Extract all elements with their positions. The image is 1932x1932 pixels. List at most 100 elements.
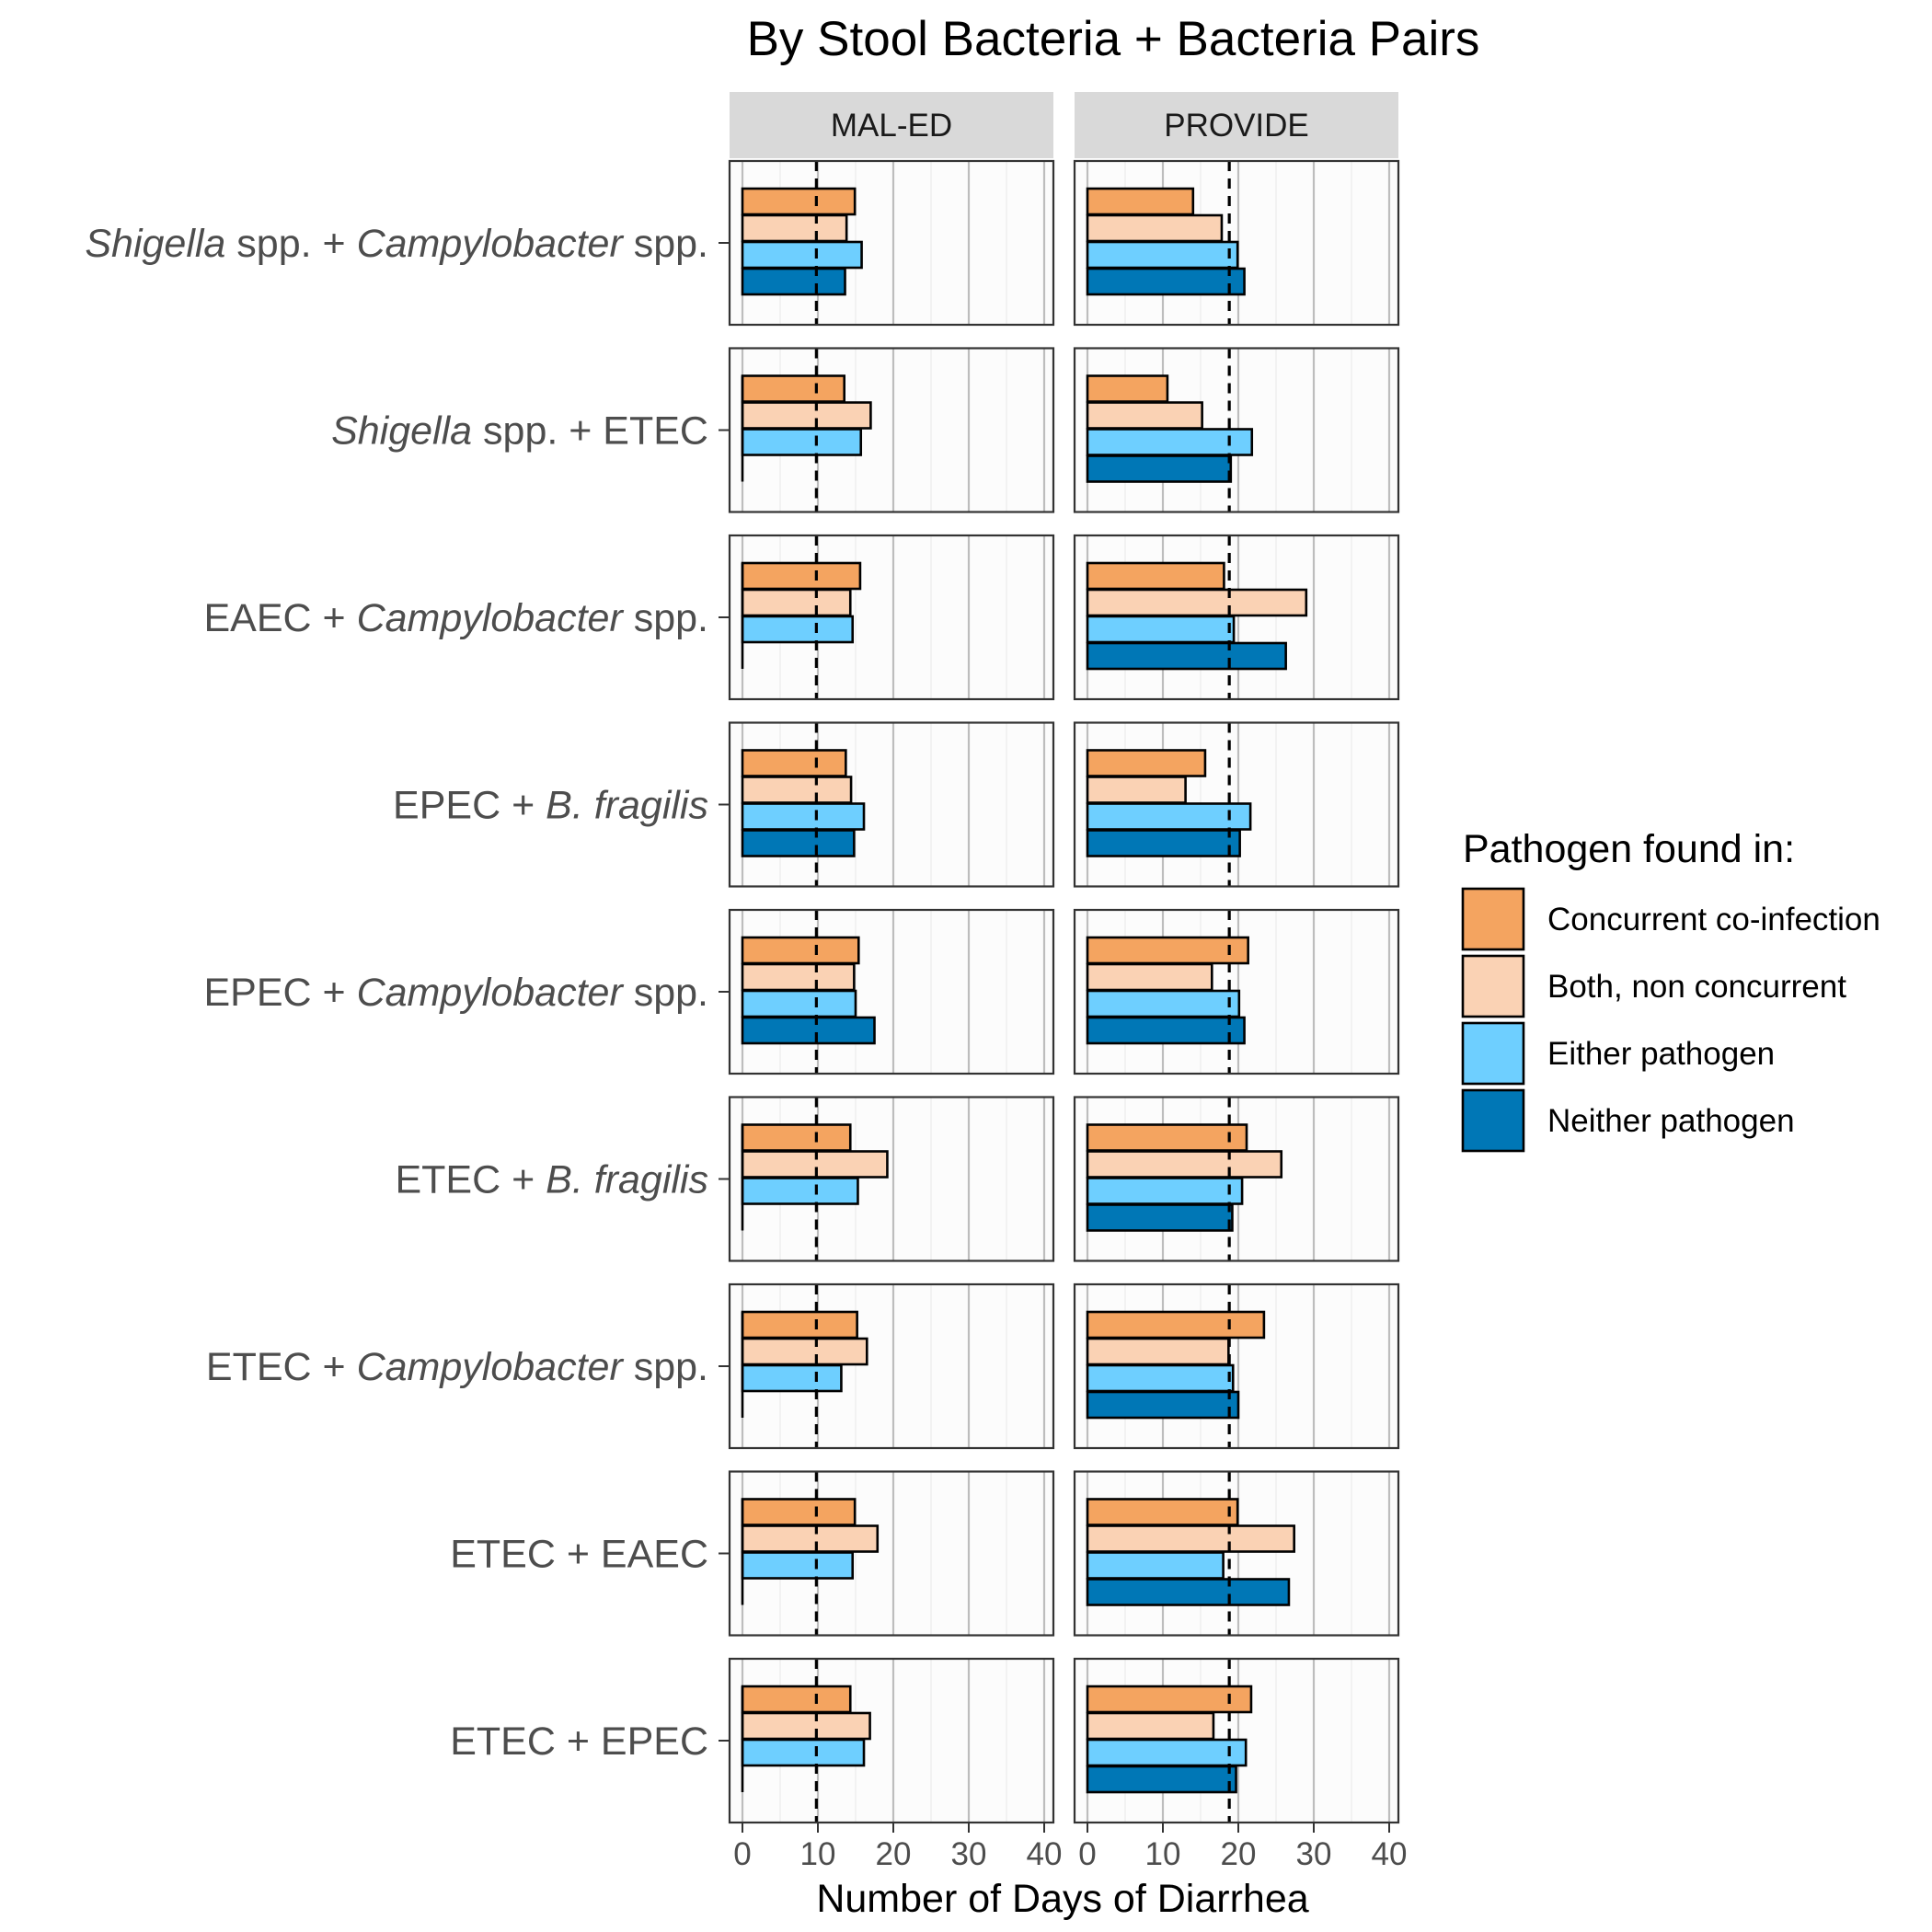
- bar: [741, 936, 860, 965]
- bar: [741, 1016, 876, 1045]
- panel-border: [728, 1282, 1055, 1450]
- bar: [741, 1711, 871, 1741]
- panel-border: [728, 1096, 1055, 1262]
- bar: [1086, 401, 1203, 430]
- bar: [741, 1498, 857, 1526]
- bar: [741, 962, 856, 992]
- legend: Concurrent co-infection Both, non concurr…: [1461, 887, 1880, 1153]
- bar: [741, 1177, 859, 1205]
- bar: [741, 1310, 858, 1340]
- x-tick-label: 30: [1296, 1836, 1332, 1872]
- bar: [741, 374, 845, 403]
- legend-label: Either pathogen: [1547, 1036, 1775, 1072]
- row-label: Shigella spp. + ETEC: [331, 409, 708, 454]
- x-tick-label: 30: [951, 1836, 987, 1872]
- bar: [741, 1738, 866, 1767]
- legend-key: [1461, 887, 1525, 951]
- bar: [741, 401, 872, 430]
- bar: [741, 829, 856, 857]
- bar: [1086, 454, 1233, 483]
- panel-border: [1073, 908, 1400, 1075]
- panel-border: [1073, 1096, 1400, 1262]
- bar: [1086, 1363, 1235, 1393]
- bar: [1086, 1016, 1246, 1045]
- panel-border: [1073, 1657, 1400, 1824]
- x-tick-label: 0: [733, 1836, 751, 1872]
- bar: [1086, 374, 1169, 403]
- chart-title: By Stool Bacteria + Bacteria Pairs: [747, 12, 1480, 66]
- bar: [741, 615, 855, 644]
- bar: [1086, 1177, 1244, 1205]
- bar: [1086, 641, 1287, 671]
- facet-panels: MAL-ED PROVIDE Shigella spp. + Campylobact…: [85, 92, 1407, 1872]
- bar: [741, 1551, 855, 1580]
- panel-border: [728, 1657, 1055, 1824]
- bar: [1086, 428, 1254, 456]
- legend-label: Both, non concurrent: [1547, 969, 1846, 1005]
- bar: [1086, 615, 1236, 644]
- bar: [1086, 1578, 1291, 1606]
- panel-border: [1073, 1470, 1400, 1637]
- x-tick-label: 20: [1221, 1836, 1257, 1872]
- bar: [1086, 187, 1195, 216]
- bar: [741, 561, 862, 591]
- bar: [741, 428, 863, 456]
- bar: [1086, 240, 1239, 270]
- bar: [741, 240, 863, 270]
- row-label: EAEC + Campylobacter spp.: [203, 596, 708, 640]
- bar: [1086, 1390, 1240, 1420]
- bar: [741, 1685, 852, 1714]
- panel-border: [1073, 347, 1400, 513]
- bar: [1086, 1738, 1248, 1767]
- bar: [741, 187, 857, 216]
- bar: [741, 1150, 889, 1179]
- row-label: EPEC + Campylobacter spp.: [203, 971, 708, 1015]
- bar: [741, 776, 853, 804]
- bar: [741, 1337, 868, 1366]
- bar: [1086, 776, 1187, 804]
- bar: [1086, 1203, 1234, 1232]
- panel-border: [1073, 1282, 1400, 1450]
- panel-border: [728, 1470, 1055, 1637]
- bar: [741, 749, 847, 777]
- legend-key: [1461, 1021, 1525, 1086]
- bar: [1086, 213, 1224, 243]
- bar: [1086, 802, 1252, 831]
- bar: [1086, 1150, 1283, 1179]
- row-label: ETEC + Campylobacter spp.: [206, 1345, 708, 1389]
- bar: [1086, 1524, 1295, 1553]
- bar: [1086, 561, 1225, 591]
- x-tick-label: 10: [1145, 1836, 1181, 1872]
- panel-border: [1073, 721, 1400, 888]
- bar: [741, 1363, 843, 1393]
- legend-key: [1461, 1088, 1525, 1153]
- x-axis-title: Number of Days of Diarrhea: [816, 1877, 1308, 1921]
- bar: [1086, 989, 1241, 1018]
- bar: [1086, 749, 1207, 777]
- bar: [741, 588, 852, 617]
- legend-label: Neither pathogen: [1547, 1103, 1795, 1139]
- panel-border: [1073, 159, 1400, 327]
- bar: [741, 989, 857, 1018]
- facet-strip-label: MAL-ED: [831, 108, 952, 144]
- bar: [1086, 936, 1249, 965]
- x-tick-label: 40: [1027, 1836, 1063, 1872]
- bar: [1086, 1551, 1225, 1580]
- bar: [1086, 588, 1308, 617]
- x-tick-label: 40: [1372, 1836, 1408, 1872]
- row-label: EPEC + B. fragilis: [393, 784, 708, 828]
- legend-label: Concurrent co-infection: [1547, 902, 1880, 937]
- bar: [741, 1123, 852, 1152]
- x-tick-label: 0: [1078, 1836, 1096, 1872]
- panel-border: [728, 159, 1055, 327]
- panel-border: [728, 534, 1055, 701]
- row-label: Shigella spp. + Campylobacter spp.: [85, 222, 708, 266]
- panel-border: [728, 908, 1055, 1075]
- row-label: ETEC + B. fragilis: [395, 1158, 708, 1202]
- bar: [1086, 1711, 1215, 1741]
- bar: [1086, 267, 1246, 296]
- legend-title: Pathogen found in:: [1463, 827, 1795, 871]
- bar: [1086, 962, 1213, 992]
- bar: [1086, 1310, 1266, 1340]
